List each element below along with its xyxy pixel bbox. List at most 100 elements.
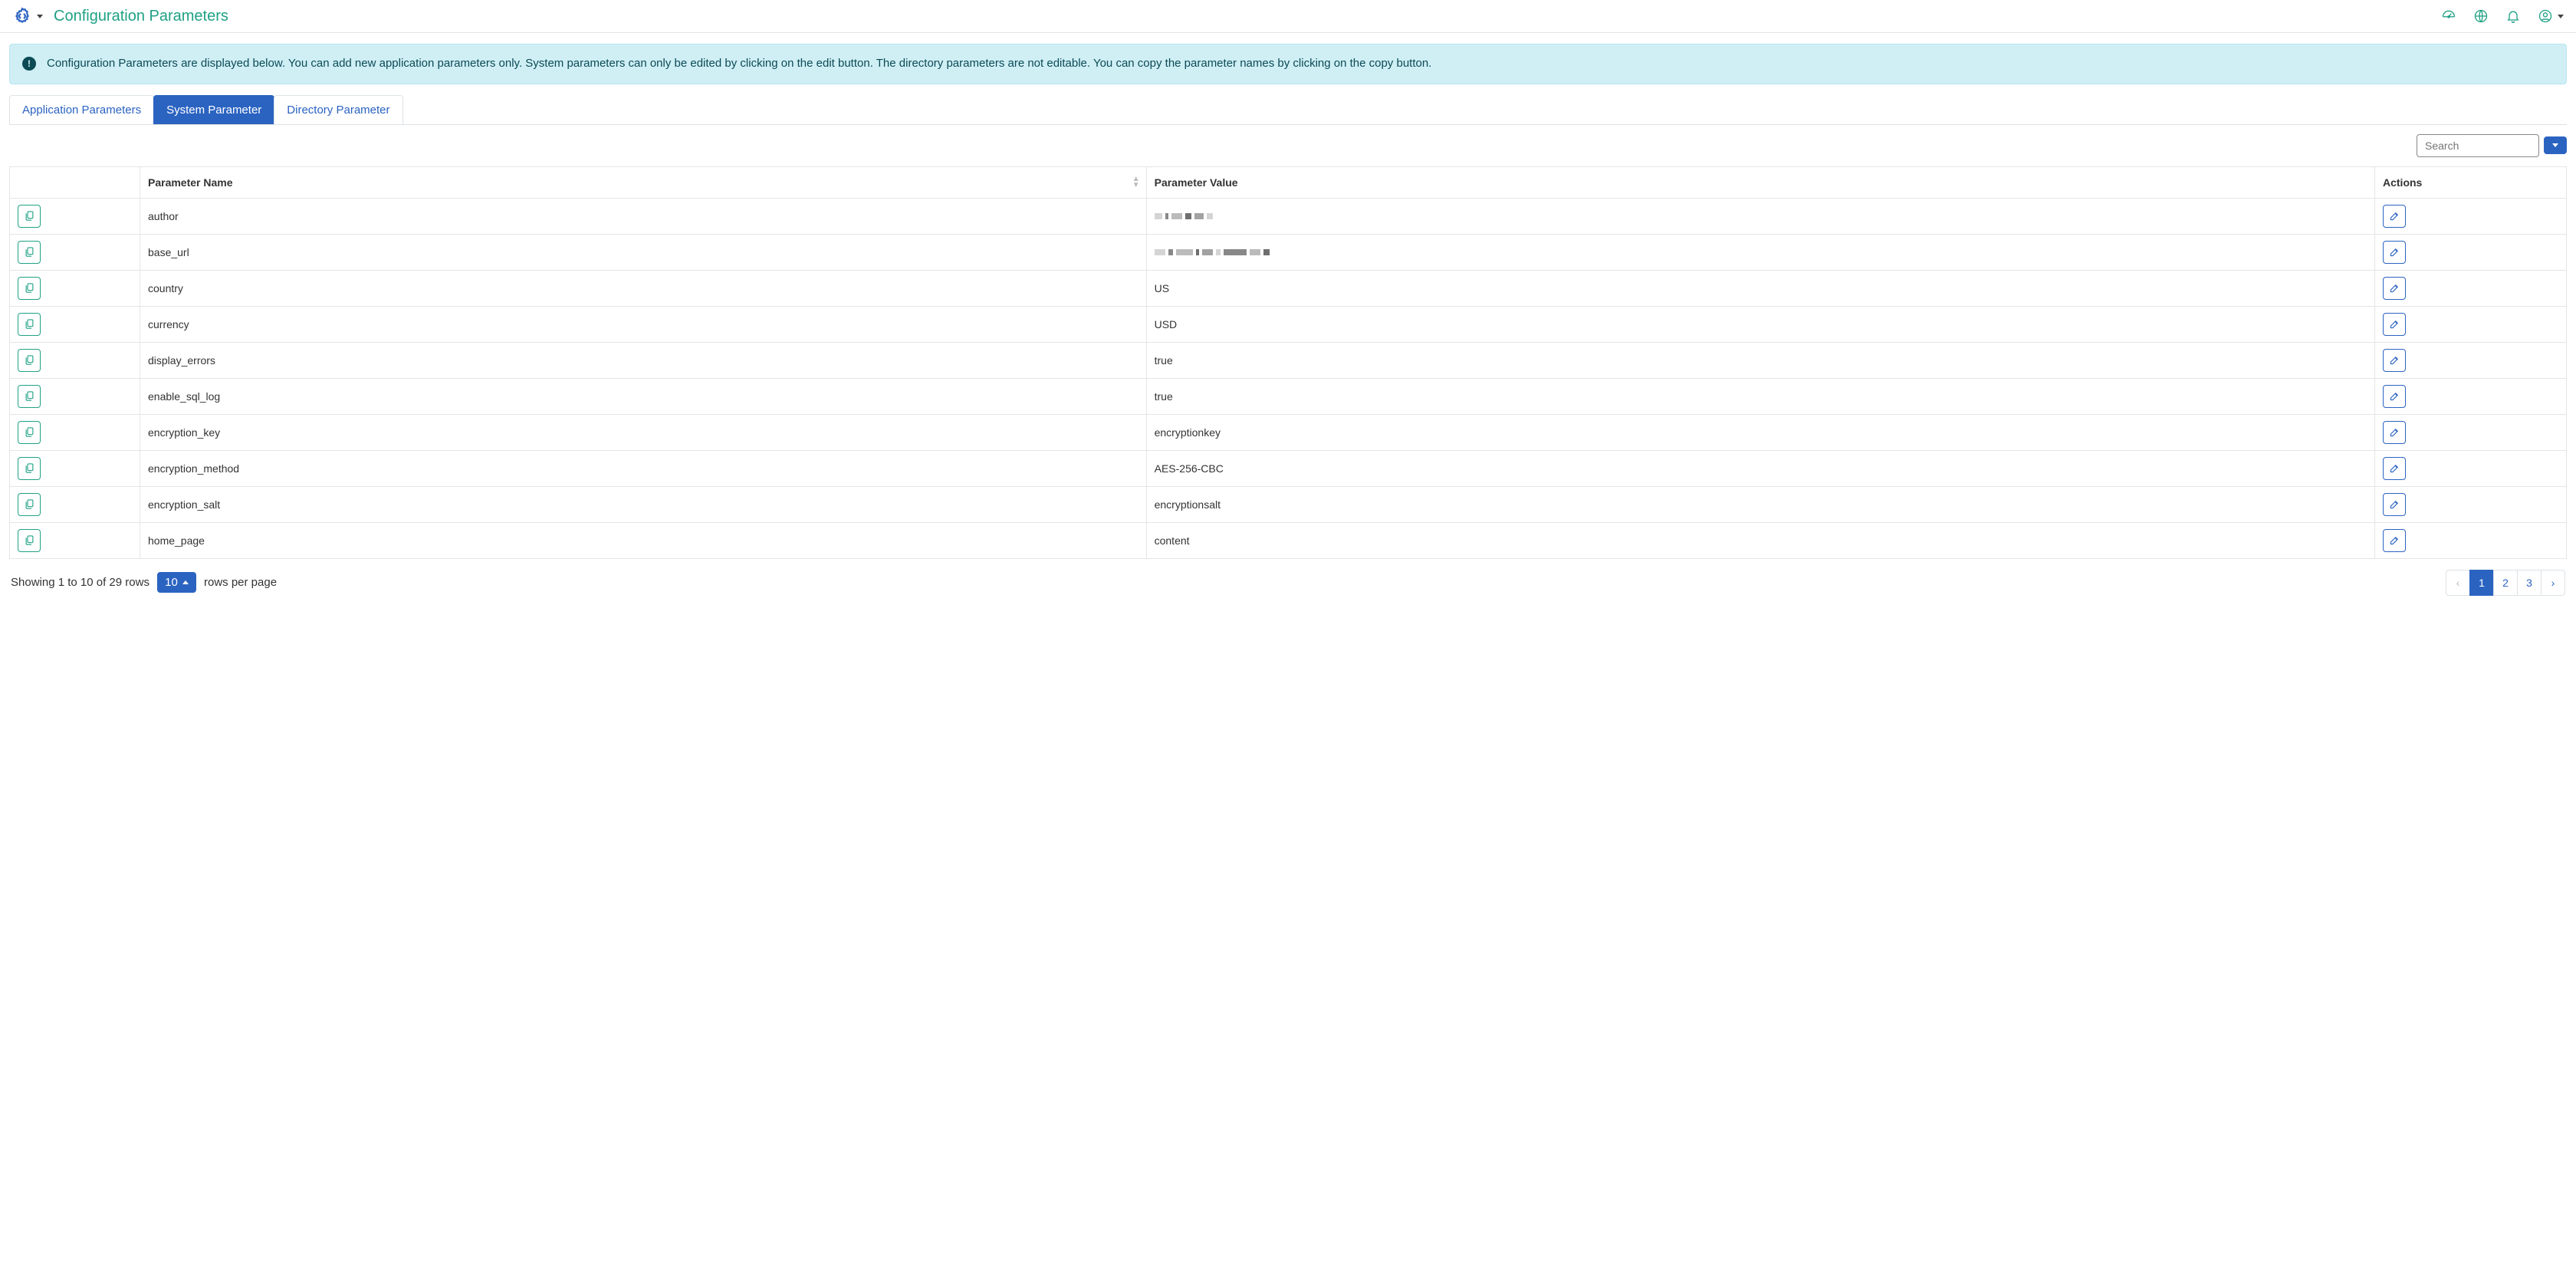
page-1[interactable]: 1	[2469, 570, 2494, 596]
redacted-value	[1155, 249, 2367, 255]
copy-button[interactable]	[18, 277, 41, 300]
table-row: countryUS	[10, 270, 2567, 306]
globe-icon[interactable]	[2473, 8, 2489, 24]
pencil-icon	[2389, 210, 2400, 222]
rows-per-page-select[interactable]: 10	[157, 572, 196, 593]
copy-button[interactable]	[18, 457, 41, 480]
chevron-up-icon	[182, 580, 189, 584]
param-value: true	[1146, 342, 2374, 378]
table-row: base_url	[10, 234, 2567, 270]
copy-button[interactable]	[18, 385, 41, 408]
copy-button[interactable]	[18, 529, 41, 552]
param-name: currency	[140, 306, 1147, 342]
table-row: encryption_saltencryptionsalt	[10, 486, 2567, 522]
rows-summary: Showing 1 to 10 of 29 rows 10 rows per p…	[11, 572, 277, 593]
page-next[interactable]: ›	[2541, 570, 2565, 596]
table-options-button[interactable]	[2544, 136, 2567, 154]
param-value: USD	[1146, 306, 2374, 342]
param-value: content	[1146, 522, 2374, 558]
top-bar-right	[2441, 8, 2564, 24]
pencil-icon	[2389, 246, 2400, 258]
clipboard-icon	[24, 390, 35, 402]
column-name[interactable]: Parameter Name ▲▼	[140, 166, 1147, 198]
showing-text: Showing 1 to 10 of 29 rows	[11, 576, 150, 589]
table-row: home_pagecontent	[10, 522, 2567, 558]
clipboard-icon	[24, 462, 35, 474]
edit-button[interactable]	[2383, 205, 2406, 228]
param-value: AES-256-CBC	[1146, 450, 2374, 486]
tab-application-parameters[interactable]: Application Parameters	[9, 95, 154, 124]
param-name: display_errors	[140, 342, 1147, 378]
user-menu[interactable]	[2538, 8, 2564, 24]
copy-button[interactable]	[18, 349, 41, 372]
edit-button[interactable]	[2383, 313, 2406, 336]
column-value: Parameter Value	[1146, 166, 2374, 198]
copy-button[interactable]	[18, 421, 41, 444]
table-row: currencyUSD	[10, 306, 2567, 342]
top-bar: Configuration Parameters	[0, 0, 2576, 33]
search-input[interactable]	[2417, 134, 2539, 157]
main-content: ! Configuration Parameters are displayed…	[0, 33, 2576, 617]
sort-icon: ▲▼	[1132, 176, 1140, 189]
gear-code-icon	[12, 6, 32, 26]
edit-button[interactable]	[2383, 457, 2406, 480]
param-value	[1146, 234, 2374, 270]
pencil-icon	[2389, 534, 2400, 546]
clipboard-icon	[24, 246, 35, 258]
copy-button[interactable]	[18, 241, 41, 264]
param-name: base_url	[140, 234, 1147, 270]
param-name: encryption_key	[140, 414, 1147, 450]
param-name: author	[140, 198, 1147, 234]
param-name: country	[140, 270, 1147, 306]
param-value	[1146, 198, 2374, 234]
table-row: encryption_keyencryptionkey	[10, 414, 2567, 450]
pencil-icon	[2389, 462, 2400, 474]
pencil-icon	[2389, 390, 2400, 402]
table-toolbar	[9, 125, 2567, 166]
pencil-icon	[2389, 282, 2400, 294]
tab-directory-parameter[interactable]: Directory Parameter	[274, 95, 402, 124]
info-alert: ! Configuration Parameters are displayed…	[9, 44, 2567, 84]
clipboard-icon	[24, 318, 35, 330]
edit-button[interactable]	[2383, 421, 2406, 444]
parameters-table: Parameter Name ▲▼ Parameter Value Action…	[9, 166, 2567, 559]
bell-icon[interactable]	[2505, 8, 2521, 24]
page-prev: ‹	[2446, 570, 2470, 596]
pagination: ‹123›	[2446, 570, 2565, 596]
chevron-down-icon	[2558, 15, 2564, 18]
edit-button[interactable]	[2383, 529, 2406, 552]
copy-button[interactable]	[18, 493, 41, 516]
clipboard-icon	[24, 498, 35, 510]
edit-button[interactable]	[2383, 493, 2406, 516]
edit-button[interactable]	[2383, 241, 2406, 264]
edit-button[interactable]	[2383, 385, 2406, 408]
page-title: Configuration Parameters	[54, 8, 228, 25]
param-value: encryptionkey	[1146, 414, 2374, 450]
alert-text: Configuration Parameters are displayed b…	[47, 55, 1431, 73]
tab-bar: Application ParametersSystem ParameterDi…	[9, 95, 2567, 125]
redacted-value	[1155, 213, 2367, 219]
edit-button[interactable]	[2383, 349, 2406, 372]
table-row: author	[10, 198, 2567, 234]
rows-per-page-value: 10	[165, 576, 178, 589]
copy-button[interactable]	[18, 205, 41, 228]
info-icon: !	[22, 57, 36, 71]
pencil-icon	[2389, 426, 2400, 438]
chevron-down-icon	[37, 15, 43, 18]
table-row: encryption_methodAES-256-CBC	[10, 450, 2567, 486]
column-copy	[10, 166, 140, 198]
app-switcher[interactable]	[12, 6, 43, 26]
pencil-icon	[2389, 318, 2400, 330]
param-name: enable_sql_log	[140, 378, 1147, 414]
page-2[interactable]: 2	[2493, 570, 2518, 596]
pencil-icon	[2389, 498, 2400, 510]
page-3[interactable]: 3	[2517, 570, 2542, 596]
param-name: encryption_salt	[140, 486, 1147, 522]
tab-system-parameter[interactable]: System Parameter	[153, 95, 274, 124]
dashboard-icon[interactable]	[2441, 8, 2456, 24]
clipboard-icon	[24, 210, 35, 222]
param-value: US	[1146, 270, 2374, 306]
column-name-label: Parameter Name	[148, 176, 233, 189]
copy-button[interactable]	[18, 313, 41, 336]
edit-button[interactable]	[2383, 277, 2406, 300]
